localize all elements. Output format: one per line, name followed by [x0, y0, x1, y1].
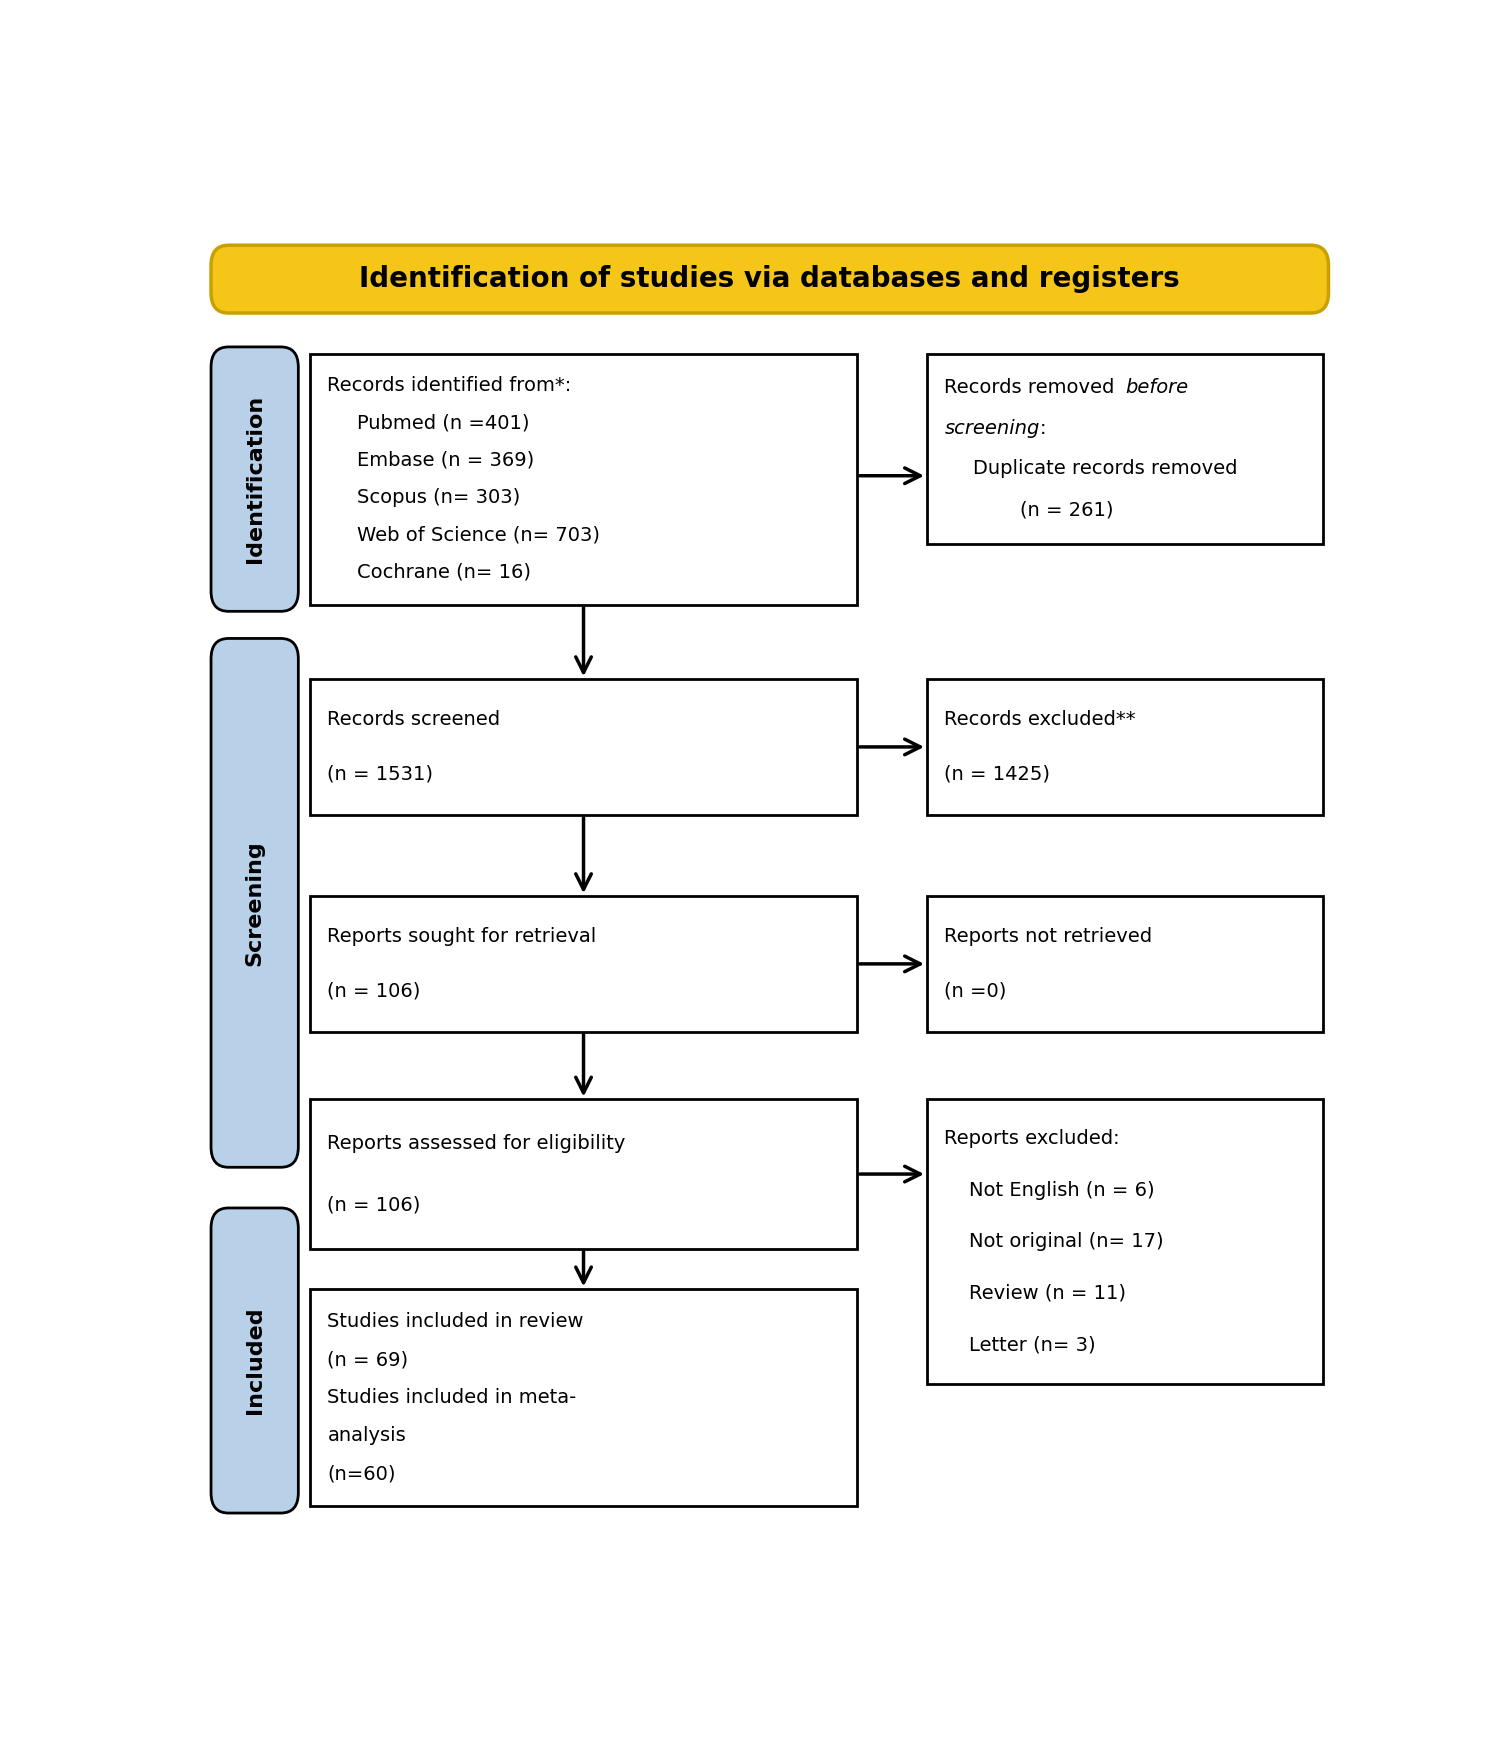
Text: Pubmed (n =401): Pubmed (n =401): [356, 414, 529, 433]
Text: screening: screening: [945, 419, 1039, 438]
FancyBboxPatch shape: [210, 245, 1329, 313]
Text: before: before: [1125, 379, 1188, 396]
Text: (n = 69): (n = 69): [327, 1351, 409, 1370]
Bar: [927, 896, 1323, 1032]
Text: Review (n = 11): Review (n = 11): [945, 1284, 1126, 1303]
Text: :: :: [1039, 419, 1047, 438]
Text: Not English (n = 6): Not English (n = 6): [945, 1182, 1155, 1199]
FancyBboxPatch shape: [210, 639, 299, 1168]
Bar: [927, 354, 1323, 544]
Text: (n=60): (n=60): [327, 1463, 397, 1483]
Text: Reports assessed for eligibility: Reports assessed for eligibility: [327, 1134, 626, 1153]
Text: Records removed: Records removed: [945, 379, 1120, 396]
Text: Screening: Screening: [245, 840, 264, 965]
Text: (n = 261): (n = 261): [1020, 500, 1113, 519]
Text: Duplicate records removed: Duplicate records removed: [973, 460, 1238, 479]
Text: Studies included in review: Studies included in review: [327, 1312, 584, 1331]
Text: Records excluded**: Records excluded**: [945, 710, 1136, 729]
Text: analysis: analysis: [327, 1426, 406, 1446]
Text: Cochrane (n= 16): Cochrane (n= 16): [356, 564, 530, 581]
Text: (n = 106): (n = 106): [327, 1196, 421, 1213]
Text: Reports excluded:: Reports excluded:: [945, 1129, 1120, 1148]
Text: (n = 1531): (n = 1531): [327, 764, 434, 784]
Text: Web of Science (n= 703): Web of Science (n= 703): [356, 525, 599, 544]
Text: Identification of studies via databases and registers: Identification of studies via databases …: [359, 266, 1181, 292]
Text: Reports not retrieved: Reports not retrieved: [945, 928, 1152, 946]
Text: Scopus (n= 303): Scopus (n= 303): [356, 488, 520, 507]
Text: Not original (n= 17): Not original (n= 17): [945, 1233, 1164, 1252]
FancyBboxPatch shape: [210, 347, 299, 611]
Text: Included: Included: [245, 1307, 264, 1414]
Text: Embase (n = 369): Embase (n = 369): [356, 451, 533, 470]
Text: Reports sought for retrieval: Reports sought for retrieval: [327, 928, 596, 946]
Bar: [309, 680, 858, 815]
Text: Records identified from*:: Records identified from*:: [327, 377, 572, 396]
Bar: [927, 680, 1323, 815]
Text: (n = 106): (n = 106): [327, 981, 421, 1000]
Bar: [927, 1099, 1323, 1384]
Bar: [309, 1289, 858, 1506]
Text: Identification: Identification: [245, 394, 264, 564]
Text: (n =0): (n =0): [945, 981, 1006, 1000]
Bar: [309, 1099, 858, 1249]
Bar: [309, 896, 858, 1032]
Text: Records screened: Records screened: [327, 710, 500, 729]
Text: Letter (n= 3): Letter (n= 3): [945, 1335, 1096, 1354]
FancyBboxPatch shape: [210, 1208, 299, 1513]
Text: (n = 1425): (n = 1425): [945, 764, 1050, 784]
Bar: [309, 354, 858, 604]
Text: Studies included in meta-: Studies included in meta-: [327, 1388, 577, 1407]
